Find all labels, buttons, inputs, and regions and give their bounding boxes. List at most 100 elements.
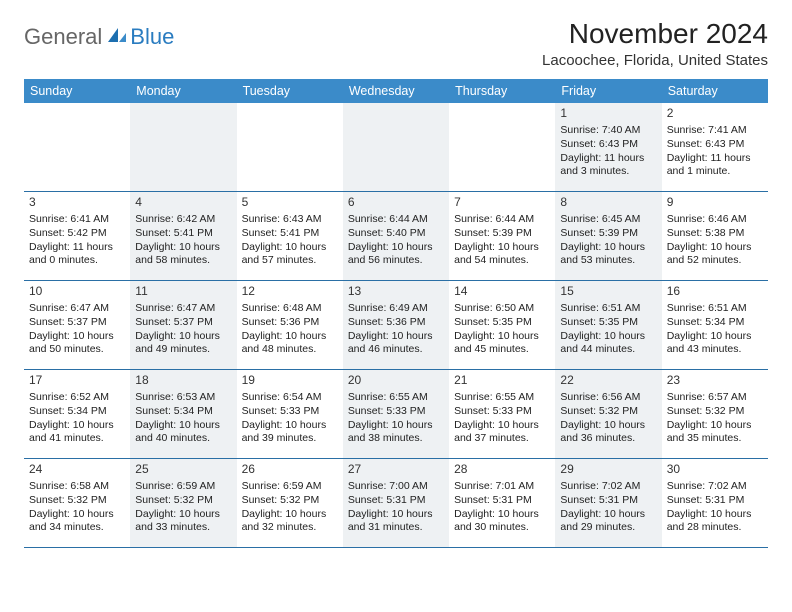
day-header: Monday xyxy=(130,79,236,103)
daylight-text: Daylight: 10 hours and 28 minutes. xyxy=(667,508,763,536)
calendar-row: 1 Sunrise: 7:40 AMSunset: 6:43 PM Daylight… xyxy=(24,103,768,192)
sunrise-text: Sunrise: 6:51 AM xyxy=(560,302,656,316)
day-number: 2 xyxy=(667,106,763,122)
sunrise-text: Sunrise: 6:44 AM xyxy=(348,213,444,227)
day-number: 28 xyxy=(454,462,550,478)
sunset-text: Sunset: 5:34 PM xyxy=(667,316,763,330)
sunrise-text: Sunrise: 6:56 AM xyxy=(560,391,656,405)
day-number: 17 xyxy=(29,373,125,389)
day-number: 5 xyxy=(242,195,338,211)
day-number: 1 xyxy=(560,106,656,122)
calendar-cell: 21Sunrise: 6:55 AMSunset: 5:33 PMDayligh… xyxy=(449,370,555,458)
sunset-text: Sunset: 5:31 PM xyxy=(560,494,656,508)
calendar-row: 10Sunrise: 6:47 AMSunset: 5:37 PMDayligh… xyxy=(24,281,768,370)
page-header: General Blue November 2024 Lacoochee, Fl… xyxy=(24,18,768,69)
sunset-text: Sunset: 5:33 PM xyxy=(348,405,444,419)
calendar-cell: 22Sunrise: 6:56 AMSunset: 5:32 PMDayligh… xyxy=(555,370,661,458)
daylight-text: Daylight: 10 hours and 41 minutes. xyxy=(29,419,125,447)
daylight-text: Daylight: 10 hours and 39 minutes. xyxy=(242,419,338,447)
calendar-cell: 4Sunrise: 6:42 AMSunset: 5:41 PMDaylight… xyxy=(130,192,236,280)
calendar-cell: 25Sunrise: 6:59 AMSunset: 5:32 PMDayligh… xyxy=(130,459,236,547)
sunrise-text: Sunrise: 7:00 AM xyxy=(348,480,444,494)
daylight-text: Daylight: 10 hours and 48 minutes. xyxy=(242,330,338,358)
day-header: Sunday xyxy=(24,79,130,103)
calendar-cell: 1Sunrise: 7:40 AMSunset: 6:43 PMDaylight… xyxy=(555,103,661,191)
sunset-text: Sunset: 5:31 PM xyxy=(667,494,763,508)
day-number: 6 xyxy=(348,195,444,211)
daylight-text: Daylight: 10 hours and 36 minutes. xyxy=(560,419,656,447)
day-number: 11 xyxy=(135,284,231,300)
daylight-text: Daylight: 10 hours and 29 minutes. xyxy=(560,508,656,536)
daylight-text: Daylight: 11 hours and 1 minute. xyxy=(667,152,763,180)
sunset-text: Sunset: 5:32 PM xyxy=(135,494,231,508)
day-number: 14 xyxy=(454,284,550,300)
sunset-text: Sunset: 5:36 PM xyxy=(348,316,444,330)
sunset-text: Sunset: 5:35 PM xyxy=(560,316,656,330)
sunrise-text: Sunrise: 7:40 AM xyxy=(560,124,656,138)
daylight-text: Daylight: 10 hours and 56 minutes. xyxy=(348,241,444,269)
calendar-cell: 27Sunrise: 7:00 AMSunset: 5:31 PMDayligh… xyxy=(343,459,449,547)
daylight-text: Daylight: 10 hours and 43 minutes. xyxy=(667,330,763,358)
daylight-text: Daylight: 10 hours and 33 minutes. xyxy=(135,508,231,536)
day-header: Tuesday xyxy=(237,79,343,103)
sunset-text: Sunset: 5:41 PM xyxy=(135,227,231,241)
daylight-text: Daylight: 10 hours and 31 minutes. xyxy=(348,508,444,536)
daylight-text: Daylight: 10 hours and 52 minutes. xyxy=(667,241,763,269)
day-number: 20 xyxy=(348,373,444,389)
sunrise-text: Sunrise: 6:49 AM xyxy=(348,302,444,316)
calendar-cell: 7Sunrise: 6:44 AMSunset: 5:39 PMDaylight… xyxy=(449,192,555,280)
calendar-row: 17Sunrise: 6:52 AMSunset: 5:34 PMDayligh… xyxy=(24,370,768,459)
day-number: 27 xyxy=(348,462,444,478)
sunset-text: Sunset: 5:40 PM xyxy=(348,227,444,241)
day-header: Saturday xyxy=(662,79,768,103)
sunrise-text: Sunrise: 6:58 AM xyxy=(29,480,125,494)
sunrise-text: Sunrise: 7:41 AM xyxy=(667,124,763,138)
daylight-text: Daylight: 11 hours and 0 minutes. xyxy=(29,241,125,269)
sunset-text: Sunset: 5:37 PM xyxy=(29,316,125,330)
sunset-text: Sunset: 5:41 PM xyxy=(242,227,338,241)
sunset-text: Sunset: 5:42 PM xyxy=(29,227,125,241)
day-number: 16 xyxy=(667,284,763,300)
sunrise-text: Sunrise: 6:43 AM xyxy=(242,213,338,227)
day-number: 15 xyxy=(560,284,656,300)
calendar-cell: 5 Sunrise: 6:43 AMSunset: 5:41 PMDaylight… xyxy=(237,192,343,280)
daylight-text: Daylight: 10 hours and 37 minutes. xyxy=(454,419,550,447)
sunrise-text: Sunrise: 7:02 AM xyxy=(667,480,763,494)
daylight-text: Daylight: 10 hours and 49 minutes. xyxy=(135,330,231,358)
day-number: 9 xyxy=(667,195,763,211)
calendar-cell: 15Sunrise: 6:51 AMSunset: 5:35 PMDayligh… xyxy=(555,281,661,369)
daylight-text: Daylight: 10 hours and 46 minutes. xyxy=(348,330,444,358)
sunset-text: Sunset: 5:34 PM xyxy=(135,405,231,419)
daylight-text: Daylight: 10 hours and 30 minutes. xyxy=(454,508,550,536)
sunrise-text: Sunrise: 7:01 AM xyxy=(454,480,550,494)
sunset-text: Sunset: 5:35 PM xyxy=(454,316,550,330)
calendar-cell: 6 Sunrise: 6:44 AMSunset: 5:40 PMDaylight… xyxy=(343,192,449,280)
calendar-row: 24Sunrise: 6:58 AMSunset: 5:32 PMDayligh… xyxy=(24,459,768,548)
calendar-cell: 29Sunrise: 7:02 AMSunset: 5:31 PMDayligh… xyxy=(555,459,661,547)
daylight-text: Daylight: 10 hours and 53 minutes. xyxy=(560,241,656,269)
daylight-text: Daylight: 10 hours and 58 minutes. xyxy=(135,241,231,269)
day-number: 13 xyxy=(348,284,444,300)
day-number: 10 xyxy=(29,284,125,300)
daylight-text: Daylight: 10 hours and 57 minutes. xyxy=(242,241,338,269)
daylight-text: Daylight: 10 hours and 45 minutes. xyxy=(454,330,550,358)
day-number: 7 xyxy=(454,195,550,211)
calendar-cell: 13 Sunrise: 6:49 AMSunset: 5:36 PMDayligh… xyxy=(343,281,449,369)
daylight-text: Daylight: 10 hours and 38 minutes. xyxy=(348,419,444,447)
sunset-text: Sunset: 5:37 PM xyxy=(135,316,231,330)
calendar-cell xyxy=(130,103,236,191)
day-number: 18 xyxy=(135,373,231,389)
calendar-cell xyxy=(237,103,343,191)
sunrise-text: Sunrise: 6:41 AM xyxy=(29,213,125,227)
calendar-header-row: Sunday Monday Tuesday Wednesday Thursday… xyxy=(24,79,768,103)
sunset-text: Sunset: 5:31 PM xyxy=(454,494,550,508)
day-number: 30 xyxy=(667,462,763,478)
sunset-text: Sunset: 5:38 PM xyxy=(667,227,763,241)
calendar-cell xyxy=(343,103,449,191)
brand-logo: General Blue xyxy=(24,18,174,50)
location-text: Lacoochee, Florida, United States xyxy=(542,52,768,69)
sunset-text: Sunset: 6:43 PM xyxy=(560,138,656,152)
sunrise-text: Sunrise: 6:44 AM xyxy=(454,213,550,227)
day-number: 23 xyxy=(667,373,763,389)
day-number: 19 xyxy=(242,373,338,389)
